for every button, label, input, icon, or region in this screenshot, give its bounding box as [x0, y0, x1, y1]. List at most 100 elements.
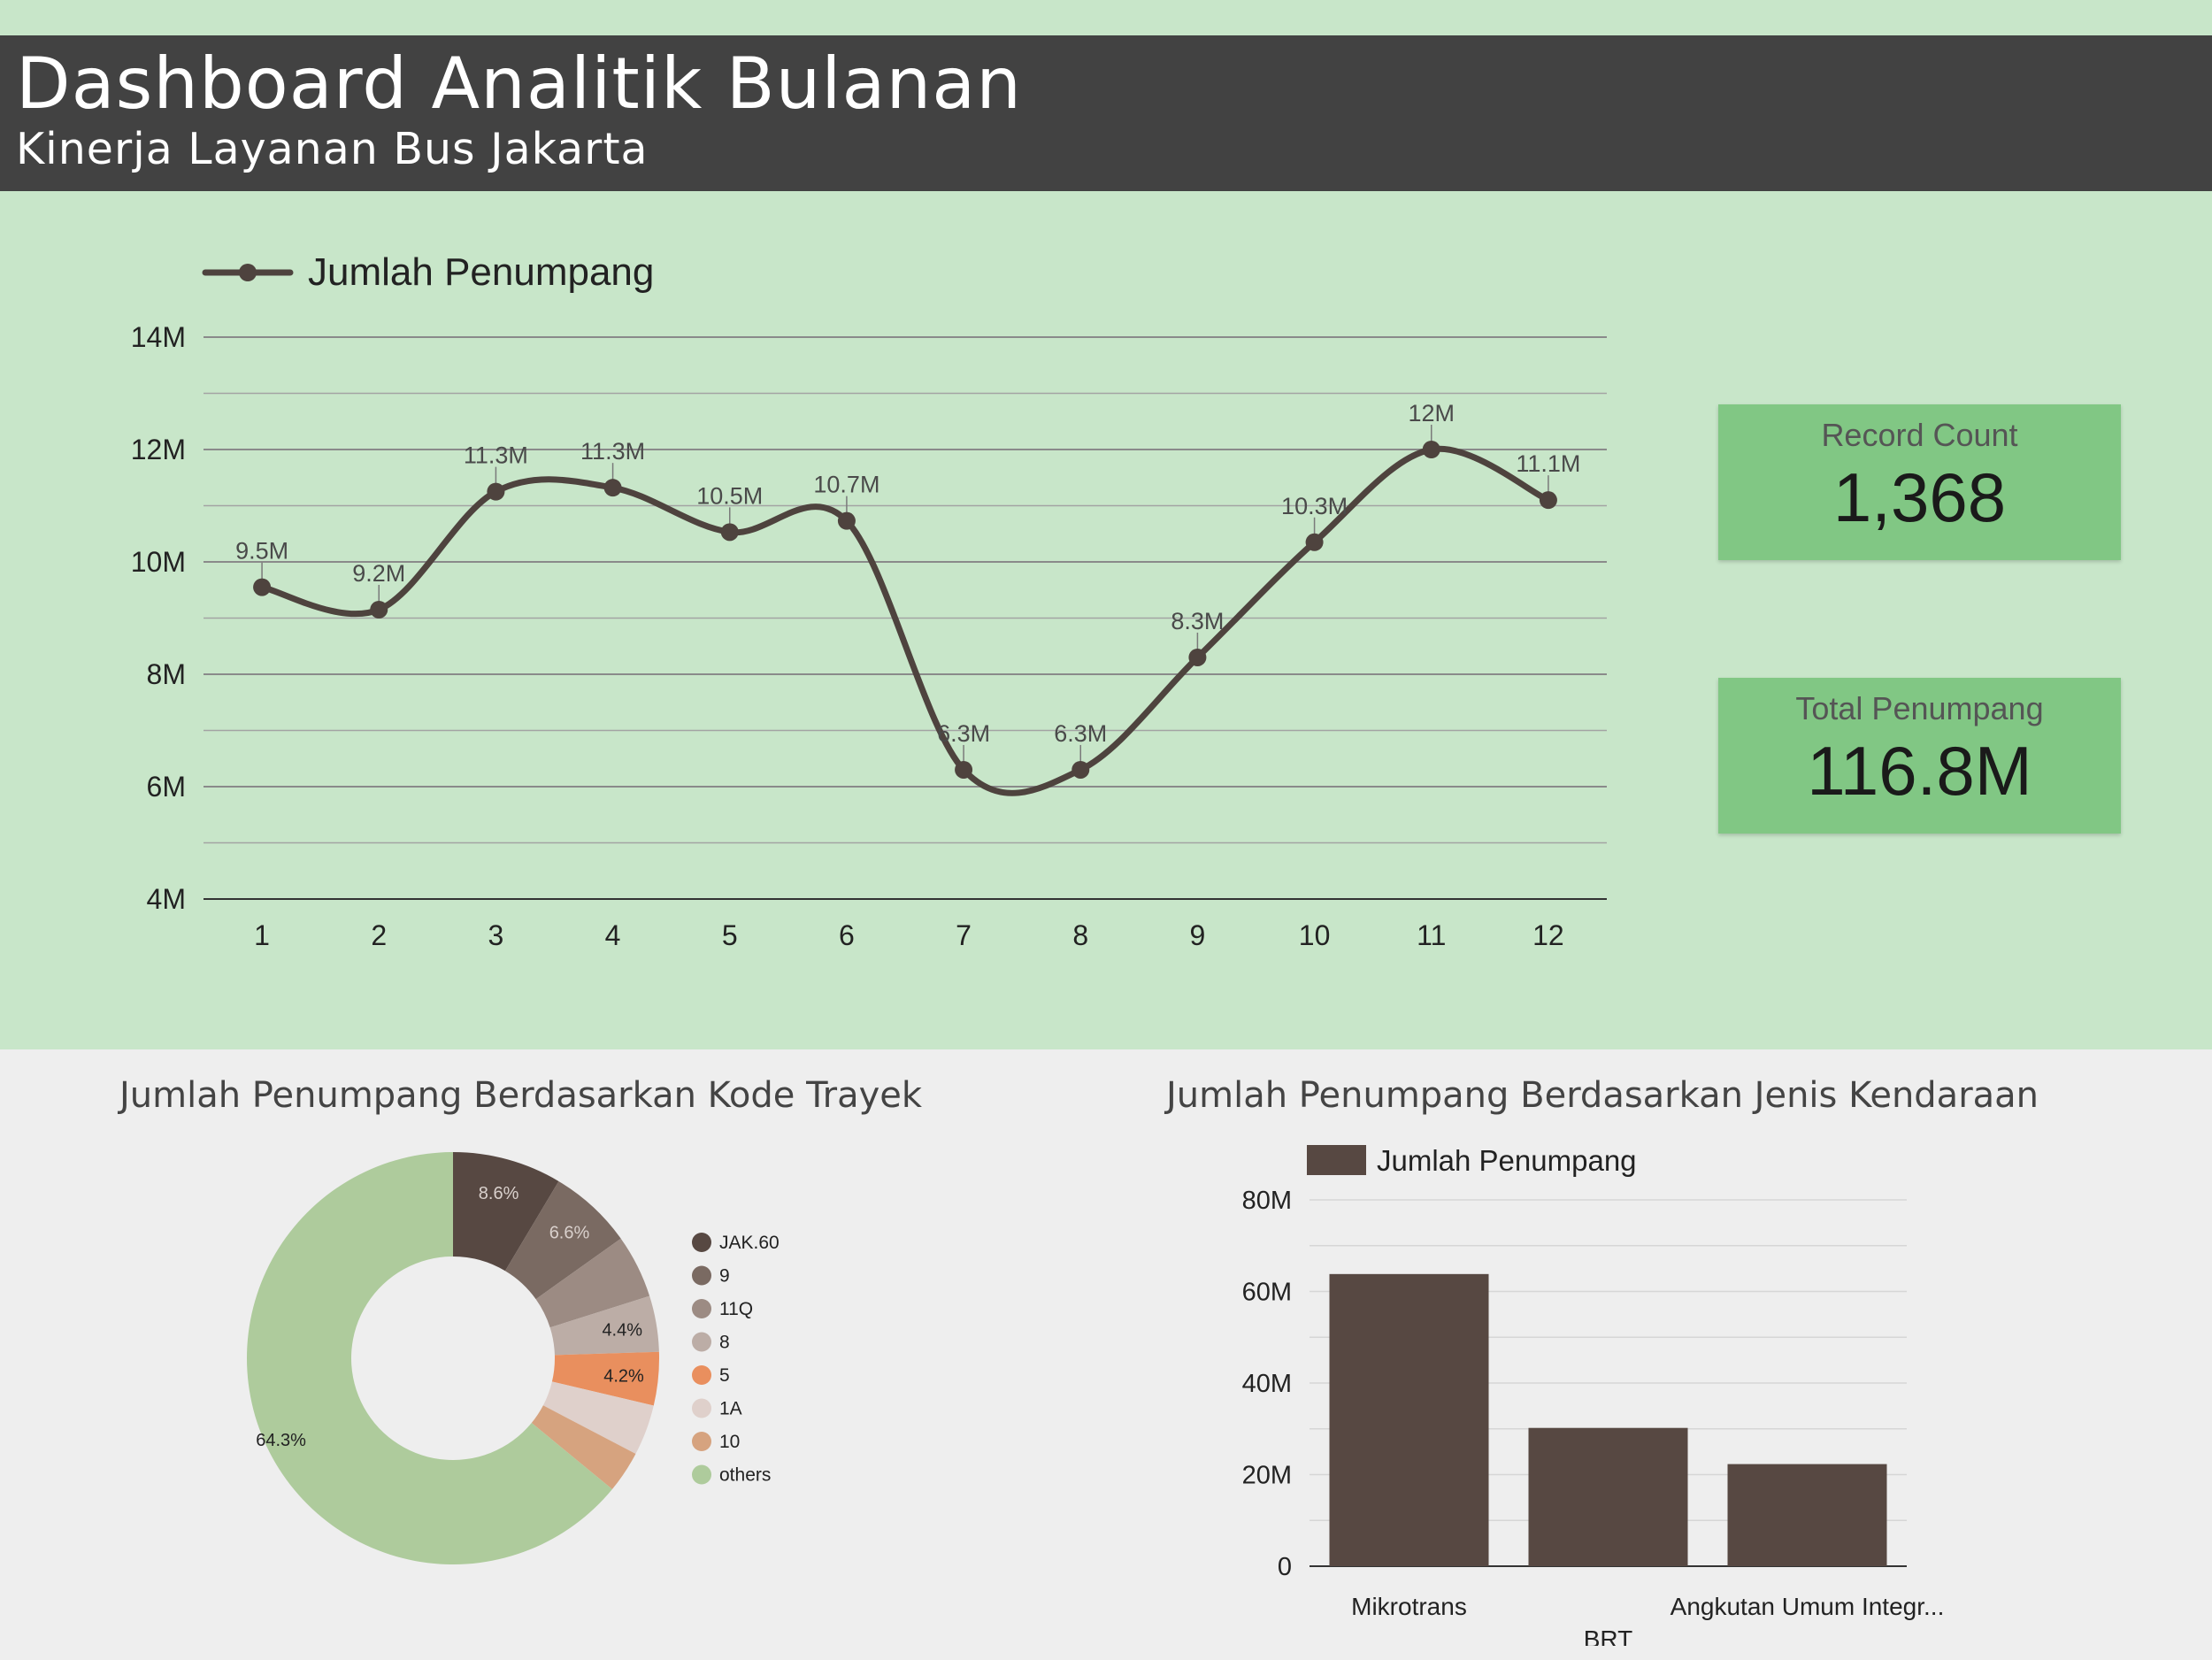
y-tick-label: 14M — [131, 321, 186, 353]
data-label: 9.5M — [235, 538, 288, 565]
y-tick-label: 8M — [147, 658, 186, 690]
data-point — [253, 578, 272, 596]
legend-label: 1A — [719, 1399, 742, 1419]
kpi-total-penumpang-label: Total Penumpang — [1795, 690, 2044, 726]
x-tick-label: BRT — [1584, 1625, 1633, 1646]
x-tick-label: 5 — [722, 919, 738, 951]
y-tick-label: 10M — [131, 546, 186, 578]
legend-swatch — [692, 1432, 711, 1451]
legend-label: 5 — [719, 1365, 730, 1386]
kpi-record-count-card: Record Count 1,368 — [1718, 404, 2121, 560]
donut-slice-label: 64.3% — [256, 1431, 306, 1450]
legend-swatch — [692, 1464, 711, 1485]
data-point — [1422, 441, 1440, 458]
donut-slice-1a — [542, 1381, 654, 1454]
data-point — [1188, 648, 1207, 666]
legend-swatch — [692, 1332, 711, 1352]
x-tick-label: 10 — [1299, 919, 1331, 951]
legend-marker — [239, 264, 257, 281]
donut-slice-label: 4.4% — [602, 1320, 642, 1340]
x-tick-label: 3 — [488, 919, 504, 951]
y-tick-label: 40M — [1242, 1370, 1292, 1398]
x-tick-label: 11 — [1417, 919, 1446, 951]
page-title: Dashboard Analitik Bulanan — [16, 42, 1022, 125]
legend-swatch — [692, 1265, 711, 1286]
donut-slice-5 — [551, 1351, 659, 1406]
data-point — [1539, 491, 1557, 510]
kpi-record-count-value: 1,368 — [1832, 458, 2007, 536]
data-label: 10.7M — [813, 472, 879, 498]
donut-slice-11q — [535, 1238, 650, 1328]
donut-slice-label: 4.2% — [603, 1366, 644, 1386]
x-tick-label: 7 — [956, 919, 972, 951]
data-label: 6.3M — [937, 720, 990, 747]
bar-1 — [1329, 1273, 1489, 1566]
data-point — [955, 760, 973, 779]
y-tick-label: 12M — [131, 434, 186, 465]
y-tick-label: 20M — [1242, 1462, 1292, 1490]
donut-slice-label: 8.6% — [479, 1184, 519, 1203]
donut-slice-others — [246, 1152, 612, 1564]
data-point — [487, 482, 505, 501]
legend-swatch — [1307, 1145, 1366, 1175]
legend-label: 9 — [719, 1266, 730, 1287]
x-tick-label: 12 — [1532, 919, 1564, 951]
data-label: 11.3M — [580, 438, 645, 465]
x-tick-label: 2 — [371, 919, 387, 951]
dashboard-header: Dashboard Analitik Bulanan Kinerja Layan… — [0, 35, 2212, 191]
data-point — [1071, 760, 1090, 779]
legend-swatch — [692, 1398, 711, 1418]
data-label: 11.1M — [1516, 450, 1580, 477]
bar-3 — [1727, 1464, 1887, 1566]
kpi-record-count-label: Record Count — [1821, 417, 2018, 453]
donut-slice-10 — [531, 1405, 636, 1490]
bar-2 — [1528, 1427, 1688, 1566]
legend-swatch — [692, 1233, 711, 1252]
series-line-jumlah-penumpang — [258, 445, 1552, 796]
legend-label: 8 — [719, 1333, 730, 1353]
data-point — [837, 511, 856, 530]
y-tick-label: 4M — [147, 883, 186, 915]
legend-label: Jumlah Penumpang — [1377, 1144, 1637, 1177]
legend-label: 10 — [719, 1432, 740, 1452]
y-tick-label: 80M — [1242, 1187, 1292, 1215]
donut-slice-8 — [549, 1295, 659, 1356]
x-tick-label: 4 — [605, 919, 621, 951]
data-label: 8.3M — [1171, 608, 1224, 634]
data-label: 9.2M — [352, 560, 405, 587]
data-label: 10.3M — [1281, 493, 1348, 519]
x-tick-label: 6 — [839, 919, 855, 951]
y-tick-label: 0 — [1278, 1553, 1292, 1581]
data-label: 11.3M — [464, 442, 528, 469]
donut-slice-jak-60 — [453, 1152, 559, 1272]
data-point — [603, 479, 622, 497]
legend-label: Jumlah Penumpang — [308, 250, 654, 294]
legend-swatch — [692, 1365, 711, 1385]
data-label: 6.3M — [1054, 720, 1107, 747]
vehicle-type-bar-chart[interactable]: 0 20M 40M 60M 80M Mikrotrans BRT Angkutan Umum … — [1150, 1133, 2035, 1646]
kpi-total-penumpang-card: Total Penumpang 116.8M — [1718, 678, 2121, 834]
legend-swatch — [692, 1299, 711, 1318]
x-tick-label: 8 — [1072, 919, 1088, 951]
x-tick-label: Mikrotrans — [1351, 1593, 1467, 1620]
route-code-donut-chart[interactable]: 8.6% 6.6% 4.4% 4.2% 64.3% JAK.60 9 11Q 8 5 1A 10 oth… — [0, 1133, 1062, 1593]
y-tick-label: 6M — [147, 771, 186, 803]
donut-slice-9 — [504, 1180, 621, 1300]
data-label: 10.5M — [696, 482, 763, 509]
legend-label: JAK.60 — [719, 1233, 780, 1253]
kpi-total-penumpang-value: 116.8M — [1807, 732, 2032, 810]
x-tick-label: Angkutan Umum Integr... — [1671, 1593, 1945, 1620]
legend-label: 11Q — [719, 1299, 753, 1319]
legend-label: others — [719, 1465, 771, 1486]
data-point — [370, 600, 388, 619]
bar-chart-title: Jumlah Penumpang Berdasarkan Jenis Kenda… — [1166, 1075, 2039, 1116]
donut-slice-label: 6.6% — [549, 1223, 590, 1242]
data-point — [1305, 533, 1324, 551]
y-tick-label: 60M — [1242, 1279, 1292, 1307]
data-label: 12M — [1408, 400, 1455, 427]
page-subtitle: Kinerja Layanan Bus Jakarta — [16, 124, 649, 174]
x-tick-label: 9 — [1190, 919, 1206, 951]
x-tick-label: 1 — [254, 919, 270, 951]
donut-chart-title: Jumlah Penumpang Berdasarkan Kode Trayek — [119, 1075, 923, 1116]
